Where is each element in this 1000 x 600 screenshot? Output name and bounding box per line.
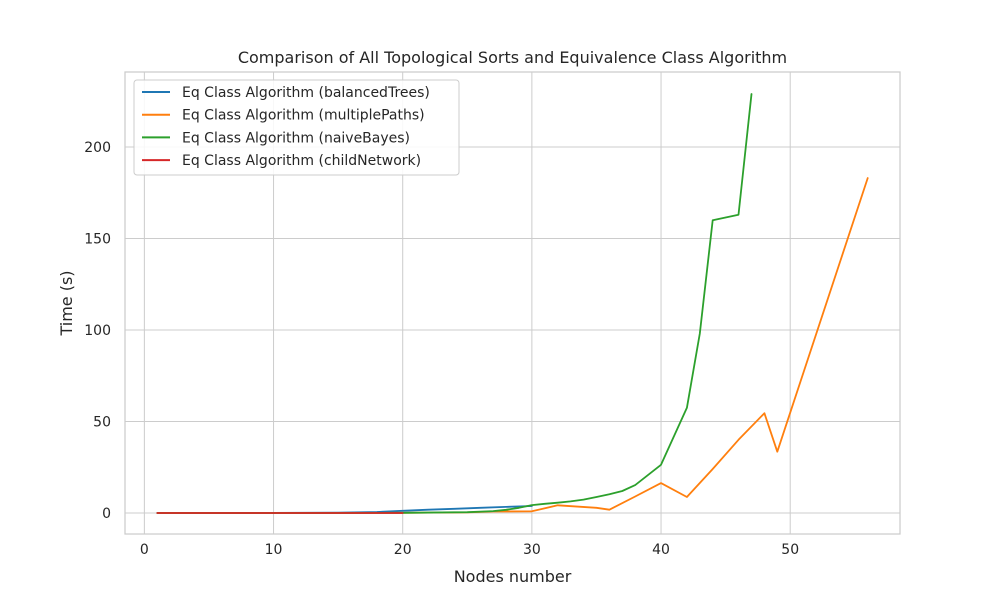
series-lines [156, 93, 869, 514]
legend-label-multiple-paths: Eq Class Algorithm (multiplePaths) [182, 108, 425, 124]
y-tick-label: 150 [84, 232, 111, 248]
legend: Eq Class Algorithm (balancedTrees) Eq Cla… [133, 79, 460, 176]
chart-title: Comparison of All Topological Sorts and … [238, 48, 787, 67]
x-tick-label: 10 [265, 542, 283, 558]
tick-labels: 0 10 20 30 40 50 0 50 100 150 200 [84, 140, 799, 558]
legend-label-child-network: Eq Class Algorithm (childNetwork) [182, 153, 421, 169]
y-axis-label: Time (s) [57, 270, 76, 336]
y-tick-label: 50 [93, 414, 111, 430]
x-tick-label: 30 [523, 542, 541, 558]
x-tick-label: 40 [652, 542, 670, 558]
x-axis-label: Nodes number [454, 567, 572, 586]
x-tick-label: 0 [140, 542, 149, 558]
y-tick-label: 200 [84, 140, 111, 156]
plot-frame [124, 71, 901, 535]
y-tick-label: 0 [102, 506, 111, 522]
legend-box [133, 79, 460, 176]
x-tick-label: 20 [394, 542, 412, 558]
x-tick-label: 50 [781, 542, 799, 558]
legend-label-balanced-trees: Eq Class Algorithm (balancedTrees) [182, 85, 430, 101]
legend-label-naive-bayes: Eq Class Algorithm (naiveBayes) [182, 130, 410, 146]
y-tick-label: 100 [84, 323, 111, 339]
